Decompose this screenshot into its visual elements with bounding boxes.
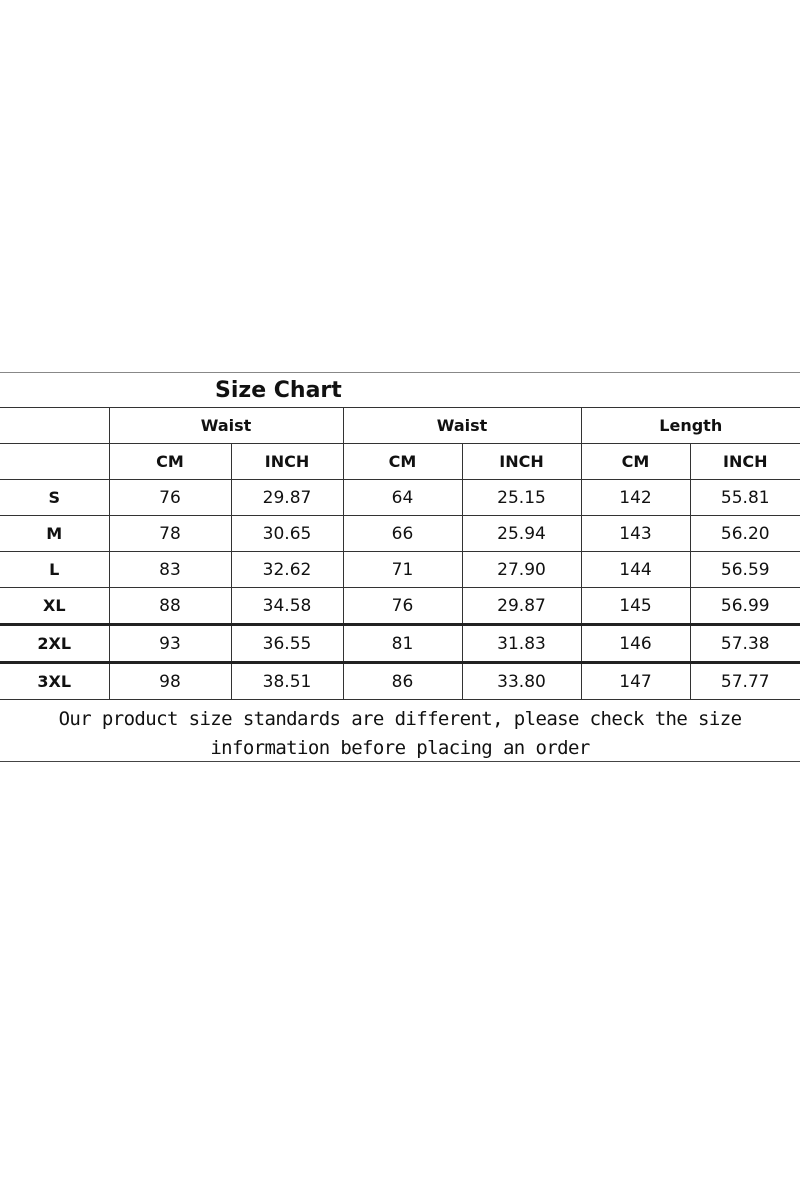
table-cell: 30.65 [230, 515, 344, 552]
size-note: Our product size standards are different… [0, 705, 800, 763]
table-cell: 55.81 [689, 479, 800, 516]
table-cell: 145 [580, 587, 691, 625]
chart-title: Size Chart [0, 372, 800, 408]
group-header-waist: Waist [108, 407, 344, 444]
table-cell: 29.87 [230, 479, 344, 516]
table-row: S 76 29.87 64 25.15 142 55.81 [0, 479, 800, 516]
table-cell: 56.99 [689, 587, 800, 625]
table-cell: 57.38 [689, 623, 800, 663]
size-table: Size Chart Waist Waist Length CM INCH CM… [0, 372, 800, 700]
table-cell: 98 [108, 661, 232, 700]
unit-header: INCH [230, 443, 344, 480]
table-cell: 25.94 [461, 515, 582, 552]
table-cell: 86 [342, 661, 463, 700]
empty-cell [0, 443, 110, 480]
table-row: L 83 32.62 71 27.90 144 56.59 [0, 551, 800, 588]
unit-header: CM [108, 443, 232, 480]
table-cell: 34.58 [230, 587, 344, 625]
table-cell: 33.80 [461, 661, 582, 700]
table-cell: 144 [580, 551, 691, 588]
table-cell: 56.20 [689, 515, 800, 552]
table-cell: 146 [580, 623, 691, 663]
table-cell: 27.90 [461, 551, 582, 588]
unit-header: INCH [689, 443, 800, 480]
table-cell: 64 [342, 479, 463, 516]
divider [0, 761, 800, 762]
group-header-row: Waist Waist Length [0, 407, 800, 444]
table-cell: 142 [580, 479, 691, 516]
table-row: 3XL 98 38.51 86 33.80 147 57.77 [0, 661, 800, 700]
size-label: XL [0, 587, 110, 625]
table-row: XL 88 34.58 76 29.87 145 56.99 [0, 587, 800, 625]
unit-header-row: CM INCH CM INCH CM INCH [0, 443, 800, 480]
group-header-length: Length [580, 407, 800, 444]
title-row: Size Chart [0, 372, 800, 408]
size-label: M [0, 515, 110, 552]
group-header-waist-2: Waist [342, 407, 582, 444]
table-cell: 78 [108, 515, 232, 552]
table-cell: 76 [342, 587, 463, 625]
table-cell: 31.83 [461, 623, 582, 663]
table-cell: 32.62 [230, 551, 344, 588]
table-cell: 29.87 [461, 587, 582, 625]
note-line-2: information before placing an order [210, 737, 590, 759]
table-cell: 56.59 [689, 551, 800, 588]
size-label: S [0, 479, 110, 516]
size-label: 2XL [0, 623, 110, 663]
table-cell: 81 [342, 623, 463, 663]
table-row: M 78 30.65 66 25.94 143 56.20 [0, 515, 800, 552]
size-label: 3XL [0, 661, 110, 700]
table-cell: 76 [108, 479, 232, 516]
table-cell: 143 [580, 515, 691, 552]
table-cell: 25.15 [461, 479, 582, 516]
empty-cell [0, 407, 110, 444]
note-line-1: Our product size standards are different… [58, 708, 742, 730]
table-cell: 83 [108, 551, 232, 588]
unit-header: INCH [461, 443, 582, 480]
unit-header: CM [342, 443, 463, 480]
table-cell: 71 [342, 551, 463, 588]
table-cell: 36.55 [230, 623, 344, 663]
size-chart: Size Chart Waist Waist Length CM INCH CM… [0, 372, 800, 700]
table-cell: 38.51 [230, 661, 344, 700]
table-cell: 66 [342, 515, 463, 552]
table-cell: 57.77 [689, 661, 800, 700]
table-cell: 147 [580, 661, 691, 700]
unit-header: CM [580, 443, 691, 480]
size-label: L [0, 551, 110, 588]
table-cell: 88 [108, 587, 232, 625]
table-cell: 93 [108, 623, 232, 663]
table-row: 2XL 93 36.55 81 31.83 146 57.38 [0, 623, 800, 663]
